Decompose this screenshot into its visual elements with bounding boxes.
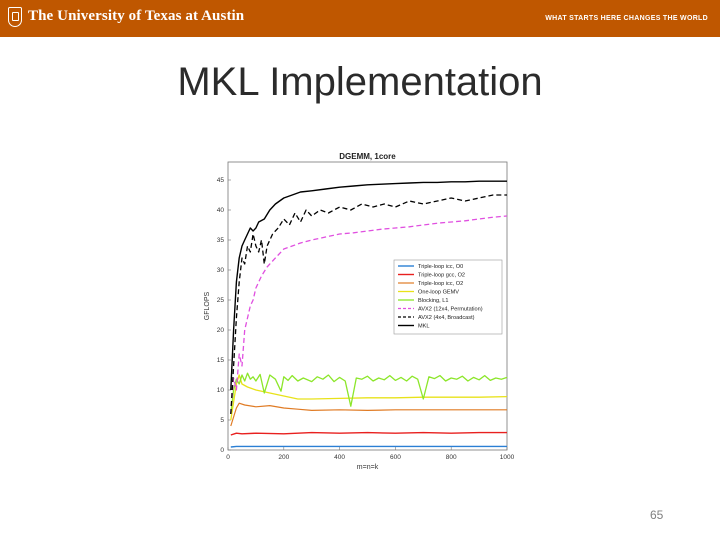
legend-label: One-loop GEMV (418, 290, 459, 296)
x-tick-label: 0 (226, 454, 230, 461)
y-tick-label: 25 (217, 297, 225, 304)
series-line-3 (230, 402, 507, 427)
x-tick-label: 400 (334, 454, 345, 461)
y-axis-label: GFLOPS (204, 291, 211, 320)
legend-label: Triple-loop gcc, O2 (418, 273, 465, 279)
y-tick-label: 35 (217, 237, 225, 244)
slide-title: MKL Implementation (177, 60, 543, 104)
x-tick-label: 1000 (500, 454, 515, 461)
x-axis-label: m=n=k (357, 464, 379, 471)
legend-label: AVX2 (12x4, Permutation) (418, 307, 483, 313)
x-tick-label: 200 (278, 454, 289, 461)
y-tick-label: 15 (217, 357, 225, 364)
series-line-6 (230, 215, 508, 415)
y-tick-label: 10 (217, 387, 225, 394)
x-tick-label: 800 (446, 454, 457, 461)
header-banner: The University of Texas at Austin WHAT S… (0, 0, 720, 37)
series-line-4 (230, 374, 508, 421)
series-line-7 (230, 194, 507, 415)
university-seal-icon (8, 7, 22, 27)
legend-label: MKL (418, 324, 430, 330)
series-line-8 (230, 180, 507, 391)
header-slogan: WHAT STARTS HERE CHANGES THE WORLD (545, 15, 708, 22)
y-tick-label: 5 (220, 417, 224, 424)
dgemm-chart: DGEMM, 1core 0 200 400 600 800 1000 0 5 10 15 20 25 3… (204, 152, 515, 471)
legend-box (393, 259, 503, 335)
y-tick-label: 20 (217, 327, 225, 334)
y-tick-label: 0 (220, 447, 224, 454)
x-tick-label: 600 (390, 454, 401, 461)
page-number: 65 (650, 508, 664, 522)
university-name: The University of Texas at Austin (28, 8, 245, 24)
series-line-5 (230, 372, 508, 415)
legend-label: Triple-loop icc, O2 (418, 281, 463, 287)
chart-title: DGEMM, 1core (339, 152, 396, 161)
y-tick-label: 45 (217, 177, 225, 184)
y-tick-label: 40 (217, 207, 225, 214)
legend-label: Blocking, L1 (418, 298, 448, 304)
legend-label: AVX2 (4x4, Broadcast) (418, 315, 475, 321)
legend-label: Triple-loop icc, O0 (418, 264, 463, 270)
y-tick-label: 30 (217, 267, 225, 274)
series-line-2 (230, 431, 507, 436)
chart-container: DGEMM, 1core 0 200 400 600 800 1000 0 5 10 15 20 25 3… (195, 148, 525, 473)
series-line-1 (230, 445, 507, 448)
